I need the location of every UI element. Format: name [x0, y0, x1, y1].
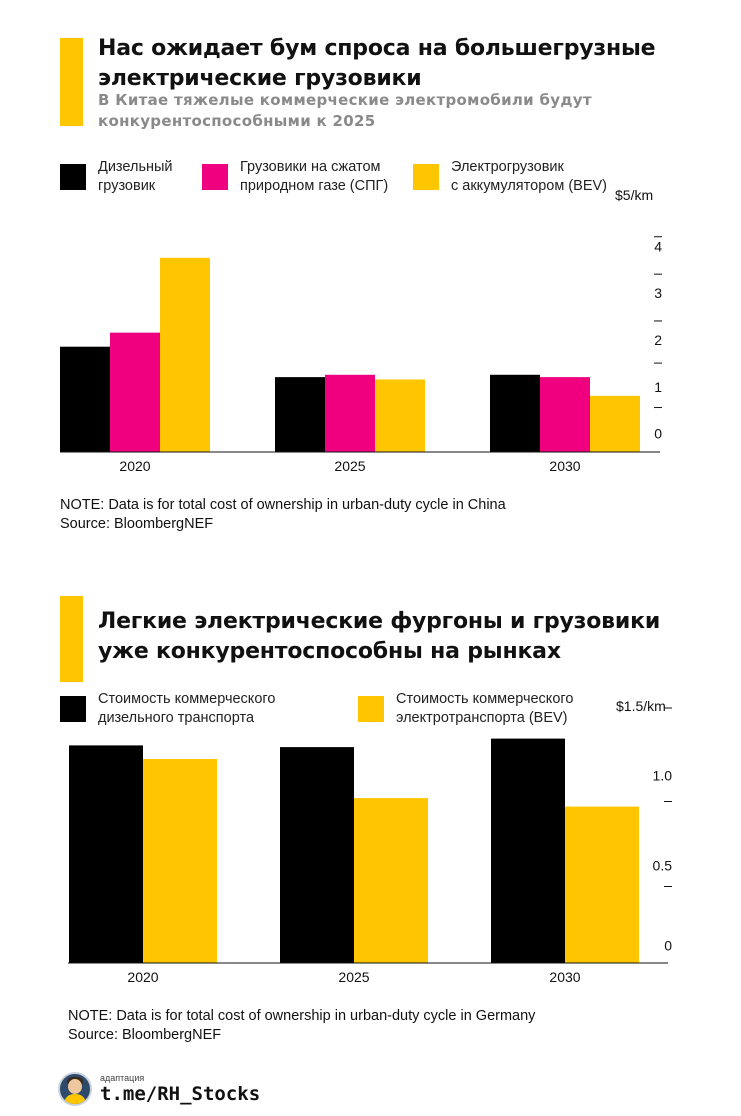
- legend-label: Грузовики на сжатом природном газе (СПГ): [240, 159, 389, 194]
- chart-2-note: NOTE: Data is for total cost of ownershi…: [68, 1008, 536, 1024]
- legend-swatch: [60, 696, 86, 722]
- channel-badge[interactable]: адаптация t.me/RH_Stocks: [58, 1072, 260, 1106]
- legend-item: Стоимость коммерческого электротранспорт…: [358, 690, 573, 728]
- chart-2-title: Легкие электрические фургоны и грузовики…: [98, 609, 661, 664]
- x-tick-label: 2025: [334, 458, 365, 474]
- legend-swatch: [413, 164, 439, 190]
- x-tick-label: 2030: [549, 969, 580, 985]
- legend-swatch: [358, 696, 384, 722]
- bar: [143, 759, 217, 963]
- x-tick-label: 2020: [119, 458, 150, 474]
- bar: [354, 798, 428, 963]
- y-tick-label: 2: [654, 332, 662, 348]
- bar: [69, 745, 143, 963]
- bar: [325, 374, 375, 452]
- bar: [110, 332, 160, 452]
- x-tick-label: 2020: [127, 969, 158, 985]
- y-tick-label: 0: [664, 938, 672, 954]
- bar: [375, 379, 425, 452]
- adaptation-label: адаптация: [100, 1073, 145, 1083]
- y-tick-label: 1.0: [653, 768, 673, 784]
- chart-1-note: NOTE: Data is for total cost of ownershi…: [60, 497, 506, 513]
- x-tick-label: 2025: [338, 969, 369, 985]
- bar: [275, 377, 325, 452]
- legend-item: Дизельный грузовик: [60, 158, 173, 196]
- y-tick-label: 3: [654, 285, 662, 301]
- legend-label: Дизельный грузовик: [98, 159, 173, 194]
- legend-label: Электрогрузовик с аккумулятором (BEV): [451, 159, 607, 194]
- chart-1-subtitle: В Китае тяжелые коммерческие электромоби…: [98, 91, 592, 130]
- bar: [491, 738, 565, 963]
- chart-1-title: Нас ожидает бум спроса на большегрузные …: [98, 36, 656, 91]
- y-tick-label: 0: [654, 426, 662, 442]
- title-accent-bar: [60, 38, 83, 126]
- channel-link[interactable]: t.me/RH_Stocks: [100, 1083, 261, 1105]
- bar: [160, 257, 210, 452]
- legend-label: Стоимость коммерческого дизельного транс…: [98, 691, 276, 726]
- legend-swatch: [202, 164, 228, 190]
- y-tick-label: 4: [654, 238, 662, 254]
- y-tick-label: 1: [654, 379, 662, 395]
- x-tick-label: 2030: [549, 458, 580, 474]
- avatar: [58, 1072, 92, 1106]
- bar: [280, 747, 354, 963]
- legend-label: Стоимость коммерческого электротранспорт…: [396, 691, 574, 726]
- bar: [565, 806, 639, 963]
- bar: [540, 377, 590, 452]
- legend-item: Электрогрузовик с аккумулятором (BEV): [413, 158, 607, 196]
- y-axis-unit-label: $1.5/km: [616, 698, 666, 714]
- chart-1-source: Source: BloombergNEF: [60, 516, 214, 532]
- bar: [60, 346, 110, 452]
- legend-swatch: [60, 164, 86, 190]
- chart-2-source: Source: BloombergNEF: [68, 1027, 222, 1043]
- legend-item: Стоимость коммерческого дизельного транс…: [60, 690, 275, 728]
- y-tick-label: 0.5: [653, 858, 673, 874]
- legend-item: Грузовики на сжатом природном газе (СПГ): [202, 158, 388, 196]
- chart-1-plot: $5/km 2020 2025 2030 4 3 2 1 0: [60, 187, 662, 474]
- y-axis-unit-label: $5/km: [615, 187, 653, 203]
- bar: [490, 374, 540, 452]
- title-accent-bar: [60, 596, 83, 682]
- chart-2-plot: $1.5/km 2020 2025 2030 1.0 0.5 0: [68, 698, 673, 985]
- bar: [590, 395, 640, 452]
